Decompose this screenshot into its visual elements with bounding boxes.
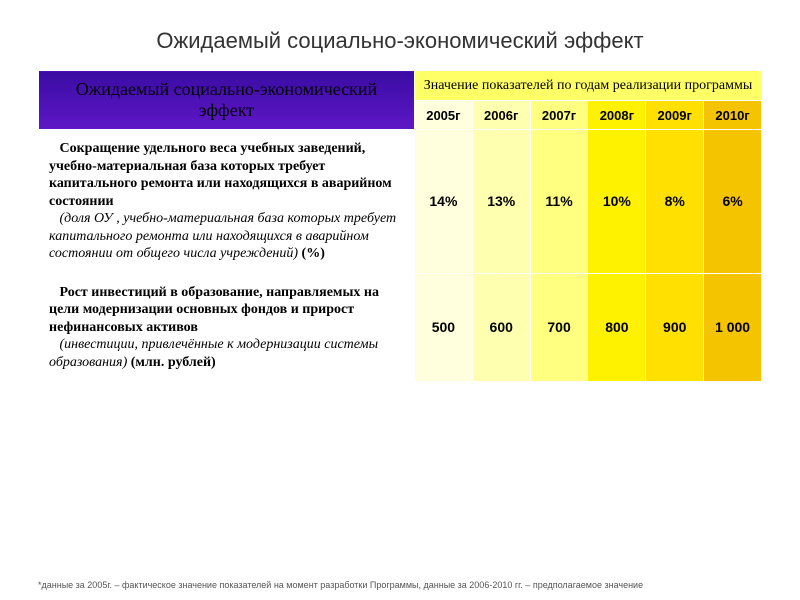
value-cell: 800 — [588, 273, 646, 382]
year-header: 2008г — [588, 101, 646, 130]
value-cell: 700 — [530, 273, 588, 382]
value-cell: 500 — [414, 273, 472, 382]
value-cell: 600 — [472, 273, 530, 382]
table-row: Рост инвестиций в образование, направляе… — [39, 273, 762, 382]
value-cell: 6% — [704, 130, 762, 274]
value-cell: 1 000 — [704, 273, 762, 382]
year-header: 2006г — [472, 101, 530, 130]
table-row: Сокращение удельного веса учебных заведе… — [39, 130, 762, 274]
row-label: Рост инвестиций в образование, направляе… — [39, 273, 415, 382]
value-cell: 8% — [646, 130, 704, 274]
value-cell: 13% — [472, 130, 530, 274]
year-header: 2005г — [414, 101, 472, 130]
year-header: 2010г — [704, 101, 762, 130]
footnote: *данные за 2005г. – фактическое значение… — [38, 580, 643, 590]
value-cell: 11% — [530, 130, 588, 274]
effect-table: Ожидаемый социально-экономический эффект… — [38, 70, 762, 382]
header-right-top: Значение показателей по годам реализации… — [414, 71, 761, 101]
header-row-1: Ожидаемый социально-экономический эффект… — [39, 71, 762, 101]
year-header: 2007г — [530, 101, 588, 130]
value-cell: 14% — [414, 130, 472, 274]
value-cell: 10% — [588, 130, 646, 274]
header-left: Ожидаемый социально-экономический эффект — [39, 71, 415, 130]
slide-title: Ожидаемый социально-экономический эффект — [38, 28, 762, 54]
row-label: Сокращение удельного веса учебных заведе… — [39, 130, 415, 274]
year-header: 2009г — [646, 101, 704, 130]
value-cell: 900 — [646, 273, 704, 382]
